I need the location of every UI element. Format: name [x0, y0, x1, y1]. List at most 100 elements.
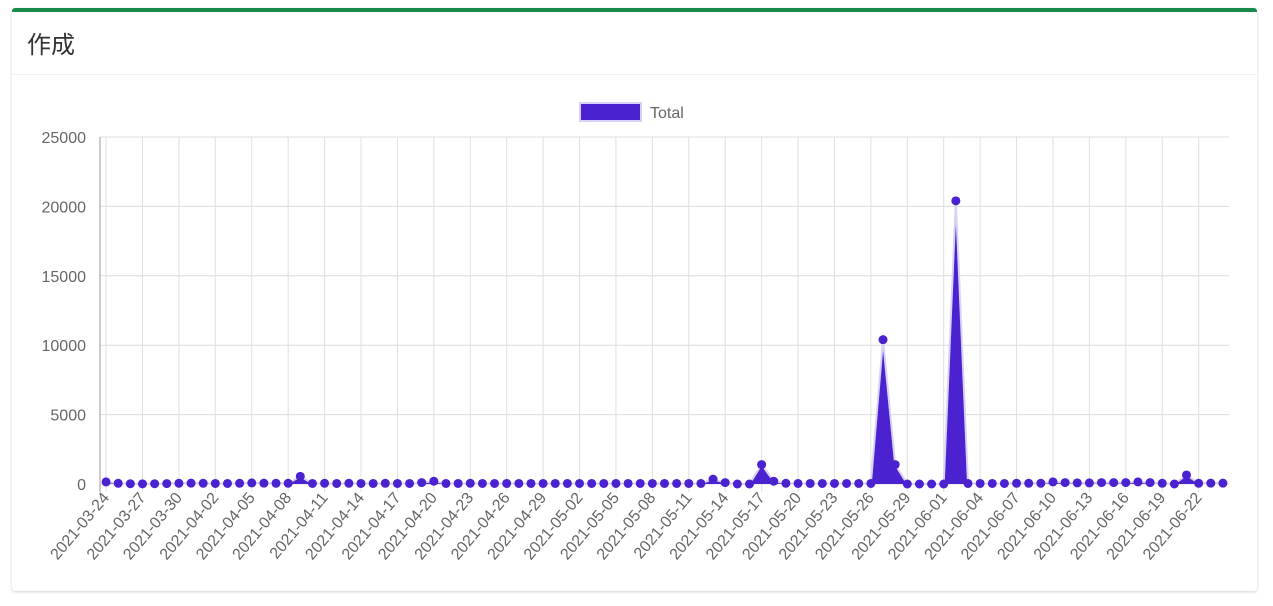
data-point [1036, 478, 1046, 488]
data-point [793, 478, 803, 488]
data-point [429, 476, 439, 486]
y-tick-label: 10000 [42, 338, 87, 355]
data-point [1012, 478, 1022, 488]
data-point [259, 478, 269, 488]
data-point [550, 478, 560, 488]
data-point [1024, 478, 1034, 488]
data-point [441, 478, 451, 488]
data-point [490, 478, 500, 488]
data-point [975, 478, 985, 488]
series-area [106, 200, 1223, 484]
data-point [1048, 477, 1058, 487]
data-point [125, 479, 135, 489]
data-point [829, 478, 839, 488]
data-point [1097, 478, 1107, 488]
data-point [914, 479, 924, 489]
data-point [805, 478, 815, 488]
data-point [538, 478, 548, 488]
data-point [672, 478, 682, 488]
data-point [660, 478, 669, 488]
data-point [307, 478, 317, 488]
data-point [1218, 478, 1228, 488]
data-point [562, 478, 572, 488]
card-header: 作成 [12, 12, 1257, 75]
series-line [105, 199, 1223, 485]
data-point [186, 478, 196, 488]
data-point [101, 477, 111, 487]
data-point [1194, 478, 1204, 488]
data-point [502, 478, 512, 488]
data-point [295, 471, 305, 481]
data-point [222, 478, 232, 488]
data-point [283, 478, 293, 488]
data-point [417, 478, 427, 488]
data-point [405, 478, 415, 488]
data-point [708, 474, 718, 484]
data-point [902, 479, 912, 489]
y-tick-label: 15000 [42, 269, 87, 286]
y-tick-label: 0 [77, 477, 86, 494]
data-point [1206, 478, 1216, 488]
data-point [987, 478, 997, 488]
data-point [781, 478, 791, 488]
data-point [757, 460, 767, 470]
data-point [817, 478, 827, 488]
data-point [769, 476, 779, 486]
data-point [963, 478, 973, 488]
data-point [647, 478, 657, 488]
data-point [939, 479, 949, 489]
data-point [465, 478, 475, 488]
y-tick-label: 25000 [42, 130, 87, 147]
data-point [356, 478, 366, 488]
data-point [1145, 478, 1155, 488]
legend-swatch [579, 102, 642, 122]
data-point [744, 479, 754, 489]
data-point [720, 478, 730, 488]
data-point [854, 478, 864, 488]
data-point [210, 478, 220, 488]
data-point [623, 478, 633, 488]
data-point [684, 478, 694, 488]
data-point [878, 335, 888, 345]
data-point [575, 478, 585, 488]
y-tick-label: 5000 [50, 408, 86, 425]
data-point [951, 196, 961, 206]
data-point [1182, 470, 1192, 480]
data-point [332, 478, 342, 488]
data-point [599, 478, 609, 488]
data-point [1121, 478, 1131, 488]
data-point [890, 460, 900, 470]
data-point [732, 479, 742, 489]
data-point [477, 478, 487, 488]
data-point [1072, 478, 1082, 488]
data-point [842, 478, 852, 488]
data-point [320, 478, 330, 488]
data-point [866, 478, 876, 488]
data-point [1084, 478, 1094, 488]
data-point [611, 478, 621, 488]
legend-label: Total [650, 105, 684, 122]
data-point [1157, 478, 1167, 488]
data-point [453, 478, 463, 488]
card-title: 作成 [27, 31, 75, 59]
data-point [247, 478, 257, 488]
data-point [587, 478, 597, 488]
data-point [380, 478, 390, 488]
data-point [368, 478, 378, 488]
data-point [999, 478, 1009, 488]
data-point [696, 478, 706, 488]
data-point [1109, 478, 1119, 488]
data-point [174, 478, 184, 488]
data-point [113, 478, 123, 488]
data-point [1060, 478, 1070, 488]
data-point [526, 478, 536, 488]
data-point [514, 478, 524, 488]
y-tick-label: 20000 [42, 199, 87, 216]
data-point [271, 478, 281, 488]
data-point [162, 479, 172, 489]
data-point [235, 478, 245, 488]
data-point [1133, 477, 1143, 487]
data-point [927, 479, 937, 489]
data-point [392, 478, 402, 488]
